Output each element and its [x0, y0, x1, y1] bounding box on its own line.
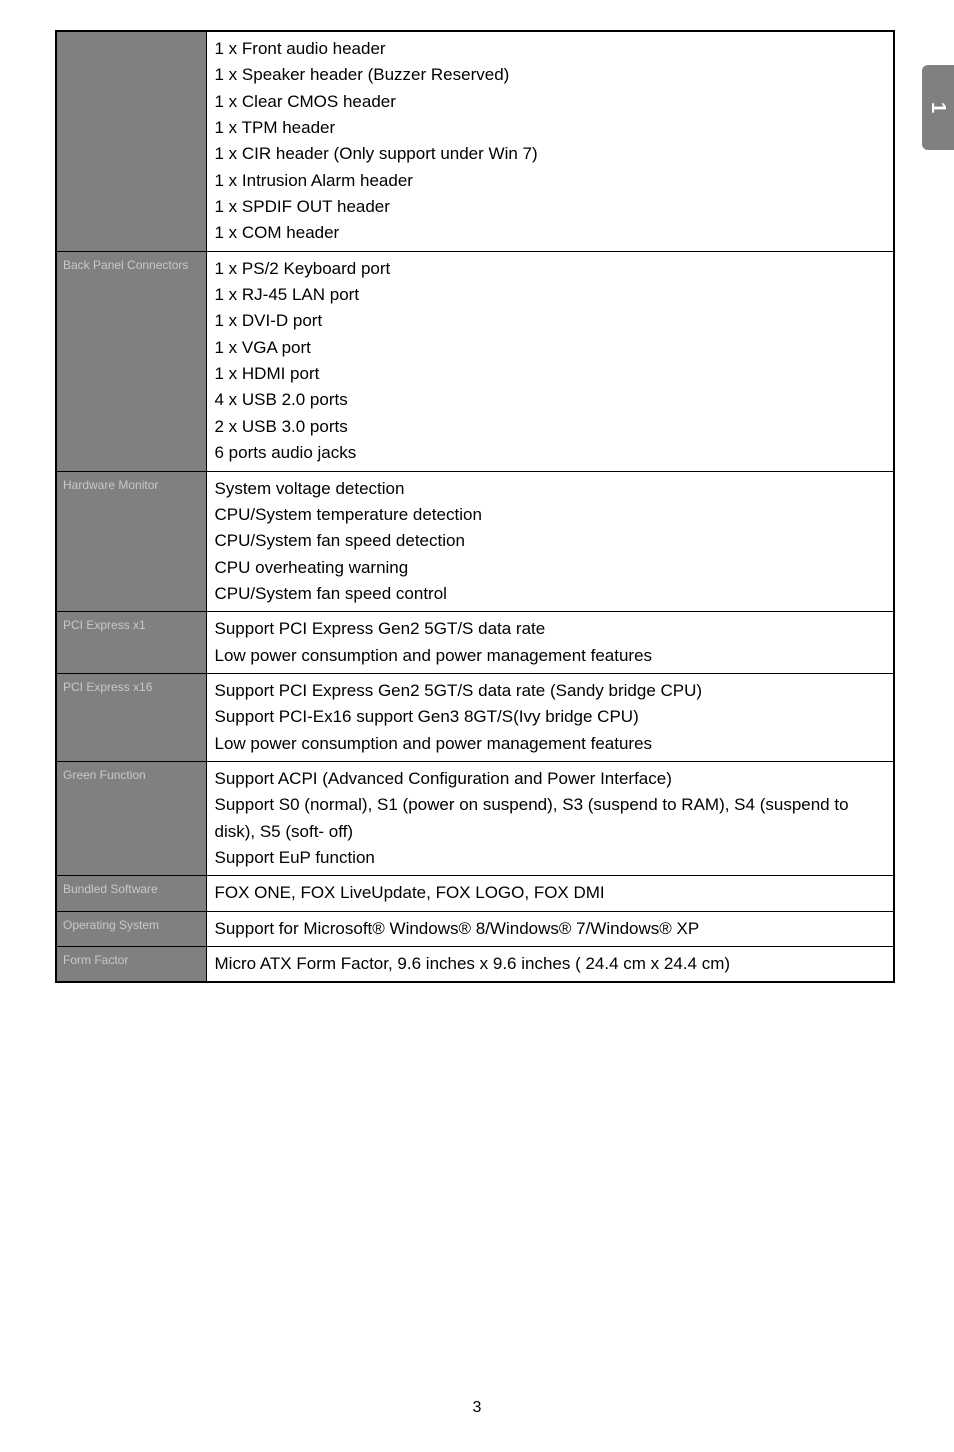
page-tab: 1 — [922, 65, 954, 150]
row-content: 1 x PS/2 Keyboard port1 x RJ-45 LAN port… — [206, 251, 894, 471]
row-content: FOX ONE, FOX LiveUpdate, FOX LOGO, FOX D… — [206, 876, 894, 911]
spec-table: 1 x Front audio header1 x Speaker header… — [55, 30, 895, 983]
content-line: 1 x SPDIF OUT header — [215, 194, 886, 220]
row-label: PCI Express x1 — [56, 612, 206, 674]
row-label: Bundled Software — [56, 876, 206, 911]
content-line: Support PCI Express Gen2 5GT/S data rate… — [215, 678, 886, 704]
page-tab-label: 1 — [927, 102, 950, 113]
content-line: CPU/System fan speed detection — [215, 528, 886, 554]
row-label: Form Factor — [56, 947, 206, 983]
row-label: Green Function — [56, 761, 206, 875]
content-line: 1 x CIR header (Only support under Win 7… — [215, 141, 886, 167]
content-line: 6 ports audio jacks — [215, 440, 886, 466]
content-line: 1 x RJ-45 LAN port — [215, 282, 886, 308]
content-line: System voltage detection — [215, 476, 886, 502]
content-line: CPU overheating warning — [215, 555, 886, 581]
page-number: 3 — [0, 1399, 954, 1417]
table-row: 1 x Front audio header1 x Speaker header… — [56, 31, 894, 251]
content-line: 2 x USB 3.0 ports — [215, 414, 886, 440]
row-label: PCI Express x16 — [56, 673, 206, 761]
row-label: Hardware Monitor — [56, 471, 206, 612]
content-line: 4 x USB 2.0 ports — [215, 387, 886, 413]
row-content: Support PCI Express Gen2 5GT/S data rate… — [206, 673, 894, 761]
content-line: Low power consumption and power manageme… — [215, 643, 886, 669]
table-row: Back Panel Connectors1 x PS/2 Keyboard p… — [56, 251, 894, 471]
table-row: Form Factor Micro ATX Form Factor, 9.6 in… — [56, 947, 894, 983]
table-row: Green Function Support ACPI (Advanced Con… — [56, 761, 894, 875]
content-line: 1 x Intrusion Alarm header — [215, 168, 886, 194]
content-line: 1 x TPM header — [215, 115, 886, 141]
row-content: Support for Microsoft® Windows® 8/Window… — [206, 911, 894, 946]
content-line: 1 x VGA port — [215, 335, 886, 361]
content-line: 1 x Speaker header (Buzzer Reserved) — [215, 62, 886, 88]
content-line: CPU/System temperature detection — [215, 502, 886, 528]
row-label: Back Panel Connectors — [56, 251, 206, 471]
table-row: PCI Express x1Support PCI Express Gen2 5… — [56, 612, 894, 674]
content-line: Support ACPI (Advanced Configuration and… — [215, 766, 886, 792]
table-row: PCI Express x16 Support PCI Express Gen2 … — [56, 673, 894, 761]
content-line: FOX ONE, FOX LiveUpdate, FOX LOGO, FOX D… — [215, 880, 886, 906]
table-row: Hardware MonitorSystem voltage detection… — [56, 471, 894, 612]
row-label: Operating System — [56, 911, 206, 946]
row-content: Support ACPI (Advanced Configuration and… — [206, 761, 894, 875]
content-line: Micro ATX Form Factor, 9.6 inches x 9.6 … — [215, 951, 886, 977]
content-line: Low power consumption and power manageme… — [215, 731, 886, 757]
row-content: 1 x Front audio header1 x Speaker header… — [206, 31, 894, 251]
content-line: Support PCI-Ex16 support Gen3 8GT/S(Ivy … — [215, 704, 886, 730]
table-row: Bundled Software FOX ONE, FOX LiveUpdate,… — [56, 876, 894, 911]
content-line: Support S0 (normal), S1 (power on suspen… — [215, 792, 886, 845]
table-row: Operating System Support for Microsoft® W… — [56, 911, 894, 946]
content-line: Support for Microsoft® Windows® 8/Window… — [215, 916, 886, 942]
row-content: Micro ATX Form Factor, 9.6 inches x 9.6 … — [206, 947, 894, 983]
content-line: Support PCI Express Gen2 5GT/S data rate — [215, 616, 886, 642]
row-label — [56, 31, 206, 251]
content-line: 1 x COM header — [215, 220, 886, 246]
spec-table-body: 1 x Front audio header1 x Speaker header… — [56, 31, 894, 982]
content-line: Support EuP function — [215, 845, 886, 871]
row-content: System voltage detectionCPU/System tempe… — [206, 471, 894, 612]
content-line: CPU/System fan speed control — [215, 581, 886, 607]
row-content: Support PCI Express Gen2 5GT/S data rate… — [206, 612, 894, 674]
content-line: 1 x PS/2 Keyboard port — [215, 256, 886, 282]
content-line: 1 x Front audio header — [215, 36, 886, 62]
content-line: 1 x DVI-D port — [215, 308, 886, 334]
content-line: 1 x Clear CMOS header — [215, 89, 886, 115]
content-line: 1 x HDMI port — [215, 361, 886, 387]
